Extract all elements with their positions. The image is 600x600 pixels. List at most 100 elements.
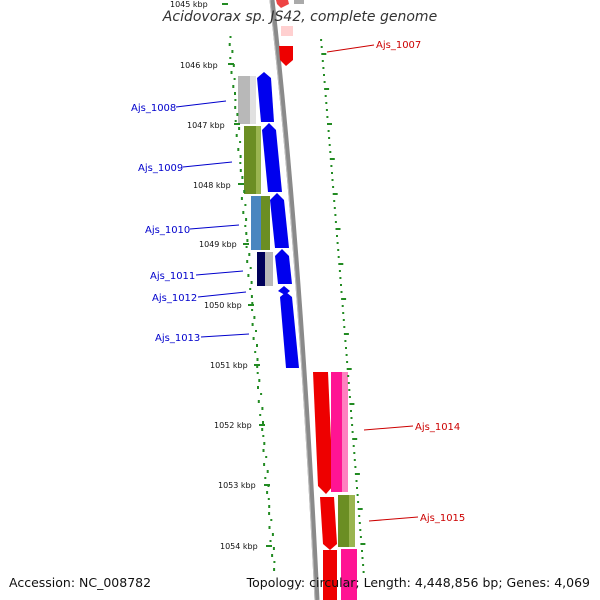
- gc-dot: [237, 148, 240, 151]
- gene-label-ajs-1010[interactable]: Ajs_1010: [145, 225, 190, 236]
- gc-dot: [362, 564, 365, 566]
- gc-dot: [333, 207, 336, 209]
- leader-line: [200, 333, 250, 338]
- cds-olive-1010[interactable]: [261, 196, 270, 250]
- gc-dot: [255, 330, 257, 332]
- tick-label: 1050 kbp: [204, 301, 242, 310]
- gene-ajs-1010[interactable]: [270, 193, 289, 248]
- cds-navy-1011[interactable]: [257, 252, 266, 286]
- gene-ajs-1011[interactable]: [275, 249, 292, 284]
- tick-label: 1047 kbp: [187, 121, 225, 130]
- gc-dot: [349, 403, 355, 405]
- gc-dot: [362, 571, 365, 573]
- gc-dot: [326, 116, 329, 118]
- gene-ajs-1006-segment[interactable]: [276, 0, 289, 8]
- gc-dot: [344, 340, 347, 342]
- cds-steel-1010[interactable]: [251, 196, 262, 250]
- map-title: Acidovorax sp. JS42, complete genome: [162, 9, 438, 25]
- gene-label-ajs-1015[interactable]: Ajs_1015: [420, 513, 465, 524]
- gene-label-ajs-1012[interactable]: Ajs_1012: [152, 293, 197, 304]
- gc-dot: [331, 172, 333, 174]
- genome-summary: Topology: circular; Length: 4,448,856 bp…: [246, 575, 590, 590]
- gc-dot: [248, 253, 251, 256]
- gc-dot: [259, 414, 262, 416]
- leader-line: [326, 44, 375, 53]
- gc-dot: [351, 424, 354, 426]
- gc-dot: [229, 36, 232, 38]
- gc-dot: [234, 92, 236, 95]
- gc-dot: [348, 396, 351, 398]
- gc-dot: [348, 389, 351, 391]
- gc-dot: [354, 473, 360, 475]
- gc-dot: [334, 221, 337, 223]
- tick-label: 1051 kbp: [210, 361, 248, 370]
- gc-dot: [268, 526, 271, 529]
- gc-dot: [256, 344, 258, 347]
- gene-ajs-1007[interactable]: [279, 46, 293, 66]
- gene-label-ajs-1011[interactable]: Ajs_1011: [150, 271, 195, 282]
- gc-dot: [340, 291, 343, 293]
- gc-dot: [329, 151, 332, 153]
- gc-dot: [361, 550, 363, 552]
- gene-ajs-1008[interactable]: [257, 72, 274, 122]
- leader-line: [182, 161, 233, 168]
- gene-ajs-1014[interactable]: [313, 372, 333, 494]
- gc-dot: [266, 470, 269, 473]
- cds-olive-1009-shade: [256, 126, 261, 194]
- gene-ajs-1016-red[interactable]: [323, 550, 337, 600]
- leader-line: [363, 425, 414, 431]
- gc-dot: [251, 302, 254, 305]
- gc-dot: [321, 60, 324, 62]
- gene-ajs-1013[interactable]: [280, 292, 299, 368]
- gene-label-ajs-1013[interactable]: Ajs_1013: [155, 333, 200, 344]
- gene-ajs-1015[interactable]: [320, 497, 337, 550]
- gc-dot: [240, 197, 243, 200]
- gc-dot: [357, 508, 363, 510]
- gc-dot: [324, 95, 327, 97]
- gene-ajs-1009[interactable]: [262, 123, 282, 192]
- gc-dot: [340, 284, 342, 286]
- gc-dot: [263, 442, 266, 445]
- gc-dot: [232, 85, 235, 88]
- gene-top-grey[interactable]: [294, 0, 304, 4]
- gc-dot: [353, 459, 356, 461]
- gc-dot: [234, 120, 237, 122]
- gc-dot: [265, 456, 268, 458]
- gc-dot: [331, 179, 334, 181]
- gc-dot: [232, 64, 235, 67]
- gc-dot: [347, 375, 350, 377]
- genome-backbone-highlight: [269, 0, 316, 600]
- gc-dot: [253, 316, 256, 319]
- gc-dot: [236, 113, 239, 116]
- gc-dot: [328, 137, 331, 139]
- gc-dot: [262, 435, 265, 437]
- gc-dot: [273, 568, 276, 571]
- gc-dot: [270, 519, 273, 521]
- gc-dot: [358, 515, 361, 517]
- gc-dot: [252, 337, 255, 340]
- gene-label-ajs-1008[interactable]: Ajs_1008: [131, 103, 176, 114]
- gc-dot: [272, 547, 275, 550]
- gc-dot: [256, 358, 259, 361]
- gene-label-ajs-1009[interactable]: Ajs_1009: [138, 163, 183, 174]
- gc-dot: [323, 74, 325, 76]
- gc-dot: [242, 211, 245, 214]
- gc-dot: [338, 263, 344, 265]
- gc-dot: [333, 200, 336, 202]
- gc-dot: [243, 190, 246, 193]
- gc-dot: [330, 165, 333, 167]
- gc-dot: [268, 505, 271, 508]
- cds-grey-1011[interactable]: [265, 252, 273, 286]
- gc-dot: [360, 543, 366, 545]
- gc-dot: [233, 78, 236, 80]
- gc-dot: [341, 298, 347, 300]
- gc-dot: [256, 365, 259, 368]
- gene-ajs-1012[interactable]: [278, 286, 290, 295]
- gene-label-ajs-1007[interactable]: Ajs_1007: [376, 40, 421, 51]
- gc-dot: [338, 270, 341, 272]
- gc-dot: [339, 277, 342, 279]
- gene-label-ajs-1014[interactable]: Ajs_1014: [415, 422, 460, 433]
- tick-label: 1054 kbp: [220, 542, 258, 551]
- cds-magenta-1016[interactable]: [341, 549, 357, 600]
- gc-dot: [249, 288, 252, 290]
